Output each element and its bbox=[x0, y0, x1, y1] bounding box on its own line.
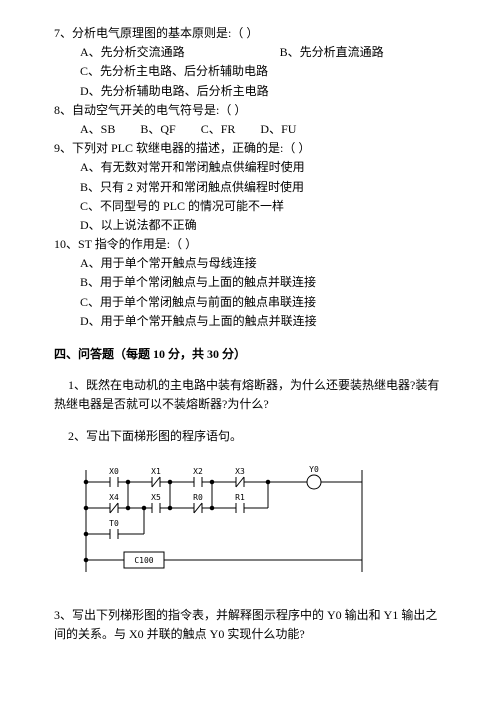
q8-opt-b: B、QF bbox=[140, 120, 175, 139]
section4-q3: 3、写出下列梯形图的指令表，并解释图示程序中的 Y0 输出和 Y1 输出之间的关… bbox=[54, 606, 446, 644]
svg-text:X5: X5 bbox=[151, 493, 161, 502]
q9-stem: 9、下列对 PLC 软继电器的描述，正确的是:（ ） bbox=[54, 139, 446, 158]
q10-opt-c: C、用于单个常闭触点与前面的触点串联连接 bbox=[80, 293, 446, 312]
svg-text:C100: C100 bbox=[134, 556, 153, 565]
q8-opt-a: A、SB bbox=[80, 120, 115, 139]
svg-text:T0: T0 bbox=[109, 519, 119, 528]
q9-opt-c: C、不同型号的 PLC 的情况可能不一样 bbox=[80, 197, 446, 216]
q8-opt-c: C、FR bbox=[201, 120, 236, 139]
svg-text:R1: R1 bbox=[235, 493, 245, 502]
q10-stem: 10、ST 指令的作用是:（ ） bbox=[54, 235, 446, 254]
svg-text:X1: X1 bbox=[151, 467, 161, 476]
q7-opt-b: B、先分析直流通路 bbox=[280, 43, 384, 62]
ladder-diagram: X0 X1 X2 X3 Y0 X4 X5 R0 R1 T0 C100 bbox=[74, 460, 446, 580]
q8-opt-d: D、FU bbox=[260, 120, 296, 139]
q9-opt-d: D、以上说法都不正确 bbox=[80, 216, 446, 235]
svg-text:R0: R0 bbox=[193, 493, 203, 502]
section4-q1: 1、既然在电动机的主电路中装有熔断器，为什么还要装热继电器?装有热继电器是否就可… bbox=[54, 376, 446, 414]
q9-opt-b: B、只有 2 对常开和常闭触点供编程时使用 bbox=[80, 178, 446, 197]
svg-text:X0: X0 bbox=[109, 467, 119, 476]
svg-text:X4: X4 bbox=[109, 493, 119, 502]
section4-title: 四、问答题（每题 10 分，共 30 分） bbox=[54, 345, 446, 364]
svg-text:Y0: Y0 bbox=[309, 465, 319, 474]
q9-opt-a: A、有无数对常开和常闭触点供编程时使用 bbox=[80, 158, 446, 177]
q10-opt-b: B、用于单个常闭触点与上面的触点并联连接 bbox=[80, 273, 446, 292]
q7-opt-a: A、先分析交流通路 bbox=[80, 43, 185, 62]
q10-opt-a: A、用于单个常开触点与母线连接 bbox=[80, 254, 446, 273]
q7-opt-c: C、先分析主电路、后分析辅助电路 bbox=[80, 62, 268, 81]
svg-text:X2: X2 bbox=[193, 467, 203, 476]
q8-stem: 8、自动空气开关的电气符号是:（ ） bbox=[54, 101, 446, 120]
q7-stem: 7、分析电气原理图的基本原则是:（ ） bbox=[54, 24, 446, 43]
svg-text:X3: X3 bbox=[235, 467, 245, 476]
q10-opt-d: D、用于单个常开触点与上面的触点并联连接 bbox=[80, 312, 446, 331]
section4-q2: 2、写出下面梯形图的程序语句。 bbox=[54, 427, 446, 446]
q7-opt-d: D、先分析辅助电路、后分析主电路 bbox=[80, 82, 269, 101]
